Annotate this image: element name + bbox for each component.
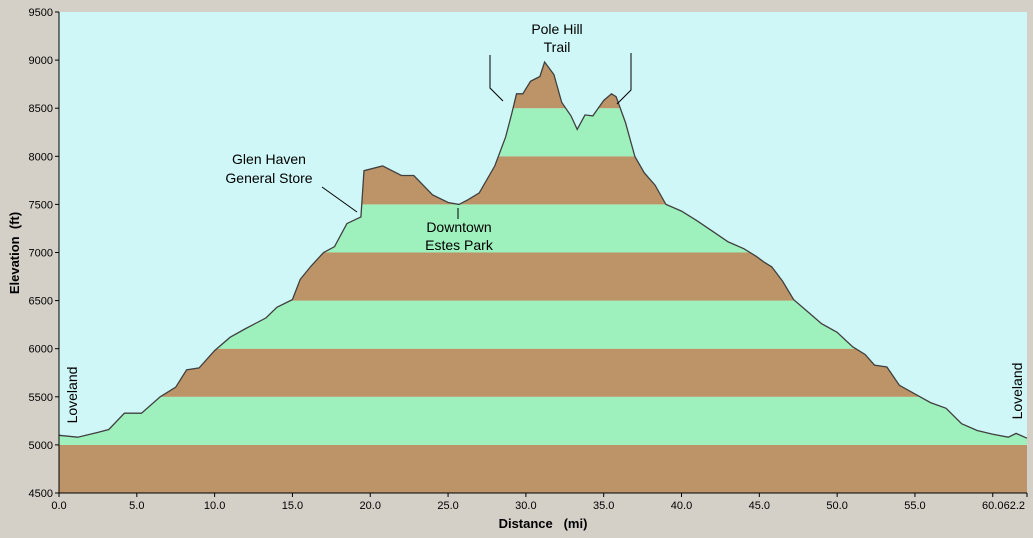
x-axis-title: Distance (mi) bbox=[499, 516, 588, 531]
x-tick-label: 55.0 bbox=[904, 500, 925, 512]
annotation-loveland-start: Loveland bbox=[64, 367, 80, 424]
y-tick-label: 8000 bbox=[29, 151, 53, 163]
x-axis-ticks: 0.0 5.0 10.0 15.0 20.0 25.0 30.0 35.0 40.0 45.0 50… bbox=[51, 493, 1028, 512]
annotation-pole-hill-bracket-right bbox=[616, 53, 632, 105]
y-tick-label: 9500 bbox=[29, 7, 53, 19]
elevation-profile bbox=[58, 60, 1028, 439]
elevation-series-line bbox=[58, 60, 1028, 439]
x-tick-label: 0.0 bbox=[51, 500, 66, 512]
x-tick-label: 35.0 bbox=[593, 500, 614, 512]
y-axis-title: Elevation (ft) bbox=[7, 212, 22, 294]
y-tick-label: 6000 bbox=[29, 344, 53, 356]
elevation-band bbox=[59, 348, 1027, 397]
x-tick-label: 5.0 bbox=[129, 500, 144, 512]
annotation-pole-hill-bracket-left bbox=[489, 55, 504, 102]
x-tick-label: 10.0 bbox=[204, 500, 225, 512]
annotation-glen-haven-line1: Glen Haven bbox=[232, 151, 306, 167]
x-tick-label: 45.0 bbox=[749, 500, 770, 512]
x-tick-label: 25.0 bbox=[437, 500, 458, 512]
elevation-band bbox=[59, 396, 1027, 445]
annotation-downtown-line2: Estes Park bbox=[425, 237, 494, 253]
annotation-pole-hill-line2: Trail bbox=[544, 39, 571, 55]
annotation-downtown: Downtown Estes Park bbox=[425, 208, 494, 253]
annotation-glen-haven-line2: General Store bbox=[225, 170, 312, 186]
y-axis-ticks: 4500 5000 5500 6000 6500 7000 7500 8000 8500 9000… bbox=[29, 7, 59, 500]
annotation-pole-hill: Pole Hill Trail bbox=[489, 21, 632, 105]
annotation-loveland-end: Loveland bbox=[1009, 363, 1025, 420]
y-tick-label: 8500 bbox=[29, 103, 53, 115]
y-tick-label: 7000 bbox=[29, 248, 53, 260]
x-tick-label: 50.0 bbox=[826, 500, 847, 512]
x-tick-label: 62.2 bbox=[1004, 500, 1025, 512]
annotation-glen-haven: Glen Haven General Store bbox=[225, 151, 358, 213]
x-tick-label: 15.0 bbox=[282, 500, 303, 512]
x-tick-label: 40.0 bbox=[671, 500, 692, 512]
y-tick-label: 5500 bbox=[29, 392, 53, 404]
y-tick-label: 5000 bbox=[29, 440, 53, 452]
y-tick-label: 6500 bbox=[29, 296, 53, 308]
x-tick-label: 20.0 bbox=[360, 500, 381, 512]
annotation-glen-haven-pointer bbox=[321, 186, 358, 213]
x-tick-label: 60.0 bbox=[982, 500, 1003, 512]
x-tick-label: 30.0 bbox=[515, 500, 536, 512]
annotation-pole-hill-line1: Pole Hill bbox=[531, 21, 582, 37]
elevation-band bbox=[59, 444, 1027, 493]
y-tick-label: 4500 bbox=[29, 488, 53, 500]
annotation-downtown-line1: Downtown bbox=[426, 219, 491, 235]
y-tick-label: 9000 bbox=[29, 55, 53, 67]
y-tick-label: 7500 bbox=[29, 199, 53, 211]
